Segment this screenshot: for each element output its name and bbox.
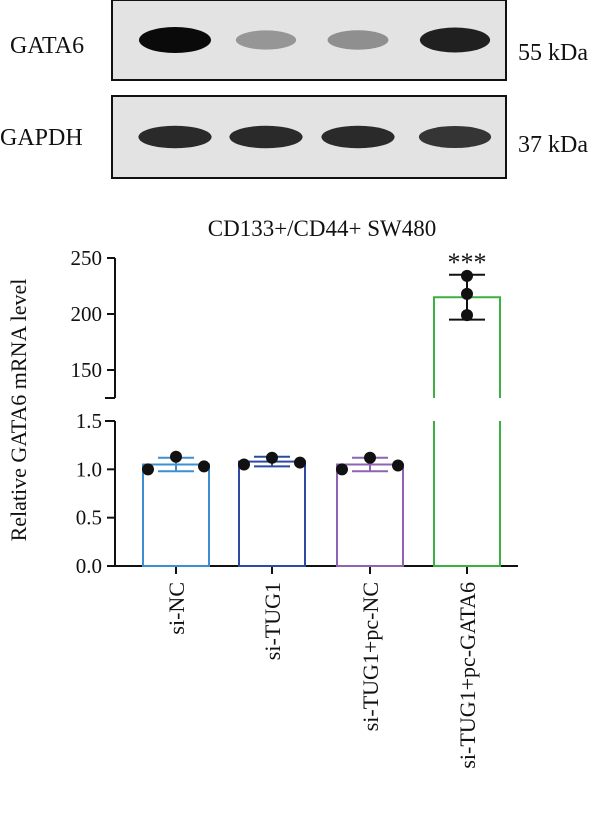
blot-band-gapdh-3 [321, 125, 395, 149]
blot-band-gapdh-2 [229, 125, 303, 149]
blot-strip-gapdh [111, 95, 507, 179]
blot-band-gata6-2 [235, 30, 297, 50]
y-upper-tick-label: 150 [71, 358, 103, 382]
blot-strip-gata6 [111, 0, 507, 81]
y-upper-tick-label: 250 [71, 246, 103, 270]
x-tick-label-4: si-TUG1+pc-GATA6 [455, 582, 480, 769]
bars: *** [142, 248, 501, 568]
blot-protein-label-gapdh: GAPDH [0, 125, 83, 151]
bar-group-1 [142, 450, 210, 567]
blot-mw-label-gata6: 55 kDa [518, 40, 588, 66]
data-point-4-3 [461, 269, 473, 282]
data-point-3-3 [392, 459, 404, 472]
bar-group-4: *** [433, 248, 501, 567]
chart-title: CD133+/CD44+ SW480 [208, 216, 436, 241]
western-blot: GATA6 55 kDa GAPDH 37 kDa [0, 0, 588, 179]
y-axis-label: Relative GATA6 mRNA level [6, 279, 31, 542]
y-lower-tick-label: 1.0 [76, 457, 102, 481]
y-upper-tick-label: 200 [71, 302, 103, 326]
axes: 0.0 0.5 1.0 1.5 150 200 250 [71, 246, 518, 578]
data-point-4-1 [461, 309, 473, 322]
blot-band-gapdh-1 [138, 125, 212, 149]
bar-chart: CD133+/CD44+ SW480 Relative GATA6 mRNA l… [6, 216, 518, 769]
blot-protein-label-gata6: GATA6 [10, 33, 84, 59]
blot-band-gata6-3 [327, 30, 389, 50]
bar-1 [142, 463, 210, 567]
data-point-3-1 [336, 463, 348, 476]
bar-4 [433, 296, 501, 567]
data-point-2-2 [266, 451, 278, 464]
data-point-1-2 [170, 450, 182, 463]
blot-mw-label-gapdh: 37 kDa [518, 132, 588, 158]
bar-3 [336, 463, 404, 567]
significance-label-4: *** [448, 248, 487, 277]
y-lower-tick-label: 0.0 [76, 554, 102, 578]
x-tick-labels: si-NC si-TUG1 si-TUG1+pc-NC si-TUG1+pc-GATA… [164, 582, 480, 769]
blot-band-gapdh-4 [418, 125, 492, 149]
bar-group-3 [336, 451, 404, 567]
data-point-1-3 [198, 460, 210, 473]
data-point-3-2 [364, 451, 376, 464]
y-lower-tick-label: 0.5 [76, 506, 102, 530]
data-point-4-2 [461, 287, 473, 300]
data-point-2-3 [294, 456, 306, 469]
bar-group-2 [238, 451, 306, 568]
x-tick-label-2: si-TUG1 [260, 582, 285, 660]
data-point-2-1 [238, 458, 250, 471]
y-lower-tick-label: 1.5 [76, 409, 102, 433]
bar-2 [238, 460, 306, 568]
data-point-1-1 [142, 463, 154, 476]
blot-band-gata6-1 [139, 27, 211, 53]
blot-band-gata6-4 [419, 27, 491, 53]
x-tick-label-1: si-NC [164, 582, 189, 635]
x-tick-label-3: si-TUG1+pc-NC [358, 582, 383, 731]
